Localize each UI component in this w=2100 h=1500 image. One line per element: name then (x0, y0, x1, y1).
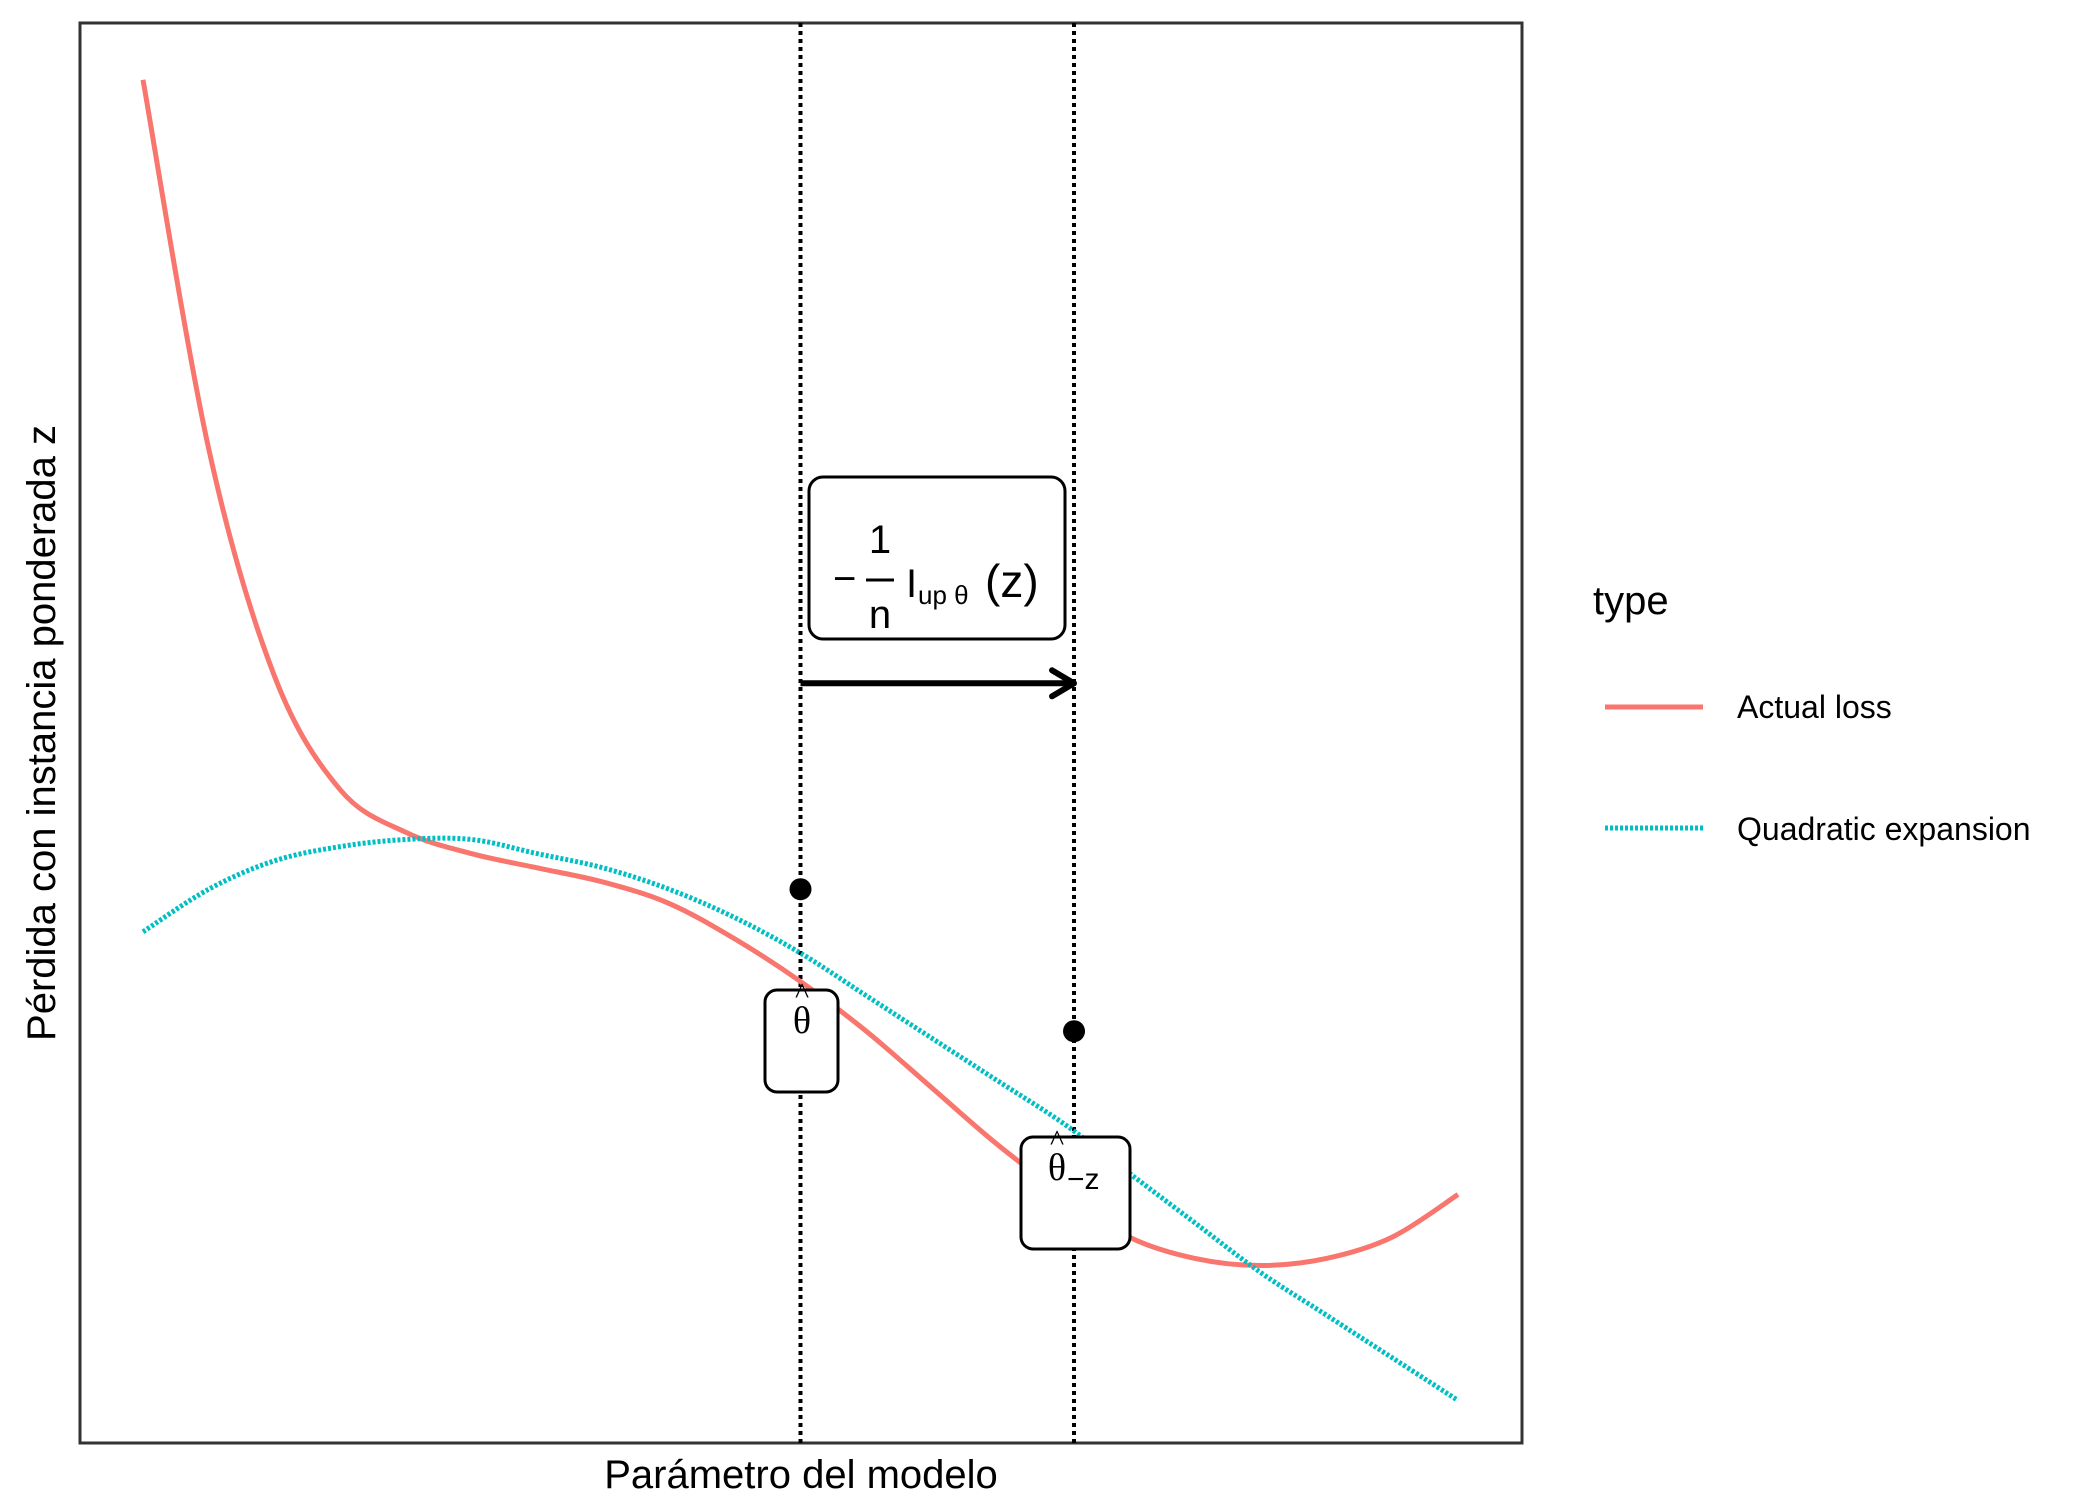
influence-argument: (z) (985, 555, 1039, 607)
theta-hat-accent: ^ (795, 977, 809, 1010)
influence-subscript: up θ (918, 580, 969, 610)
plot-panel-border (78, 21, 1524, 1445)
influence-annotation-box (807, 475, 1067, 641)
theta-hat-minus-z-box (1019, 1135, 1132, 1251)
y-axis-title: Pérdida con instancia ponderada z (20, 425, 64, 1041)
legend-title: type (1593, 579, 1669, 623)
series-lines (140, 79, 1460, 1403)
point-0 (789, 878, 812, 901)
shift-arrow (800, 667, 1078, 700)
theta-hat-symbol: θ (793, 1000, 811, 1042)
legend: type Actual loss Quadratic expansion (1593, 579, 2031, 847)
theta-hat-minus-z-subscript: −z (1067, 1163, 1100, 1196)
influence-numerator: 1 (869, 518, 891, 562)
point-1 (1063, 1020, 1086, 1043)
influence-annotation: − 1 n I up θ (z) (807, 475, 1067, 641)
theta-hat-minus-z-annotation: ^ θ −z (1019, 1124, 1132, 1251)
legend-label-actual-loss: Actual loss (1737, 689, 1892, 725)
legend-label-quadratic-expansion: Quadratic expansion (1737, 811, 2031, 847)
legend-item-quadratic-expansion: Quadratic expansion (1605, 811, 2031, 847)
legend-item-actual-loss: Actual loss (1605, 689, 1892, 725)
theta-hat-box (763, 988, 840, 1094)
influence-denominator: n (869, 593, 891, 637)
theta-hat-annotation: ^ θ (763, 977, 840, 1094)
theta-hat-minus-z-accent: ^ (1050, 1124, 1064, 1157)
series-line-0 (140, 79, 1460, 1269)
series-line-1 (141, 835, 1460, 1403)
x-axis-title: Parámetro del modelo (604, 1453, 998, 1497)
influence-base: I (906, 562, 917, 606)
data-points (789, 878, 1086, 1043)
influence-minus: − (833, 557, 856, 601)
arrow-head (1049, 667, 1078, 700)
theta-hat-minus-z-symbol: θ (1048, 1147, 1066, 1189)
